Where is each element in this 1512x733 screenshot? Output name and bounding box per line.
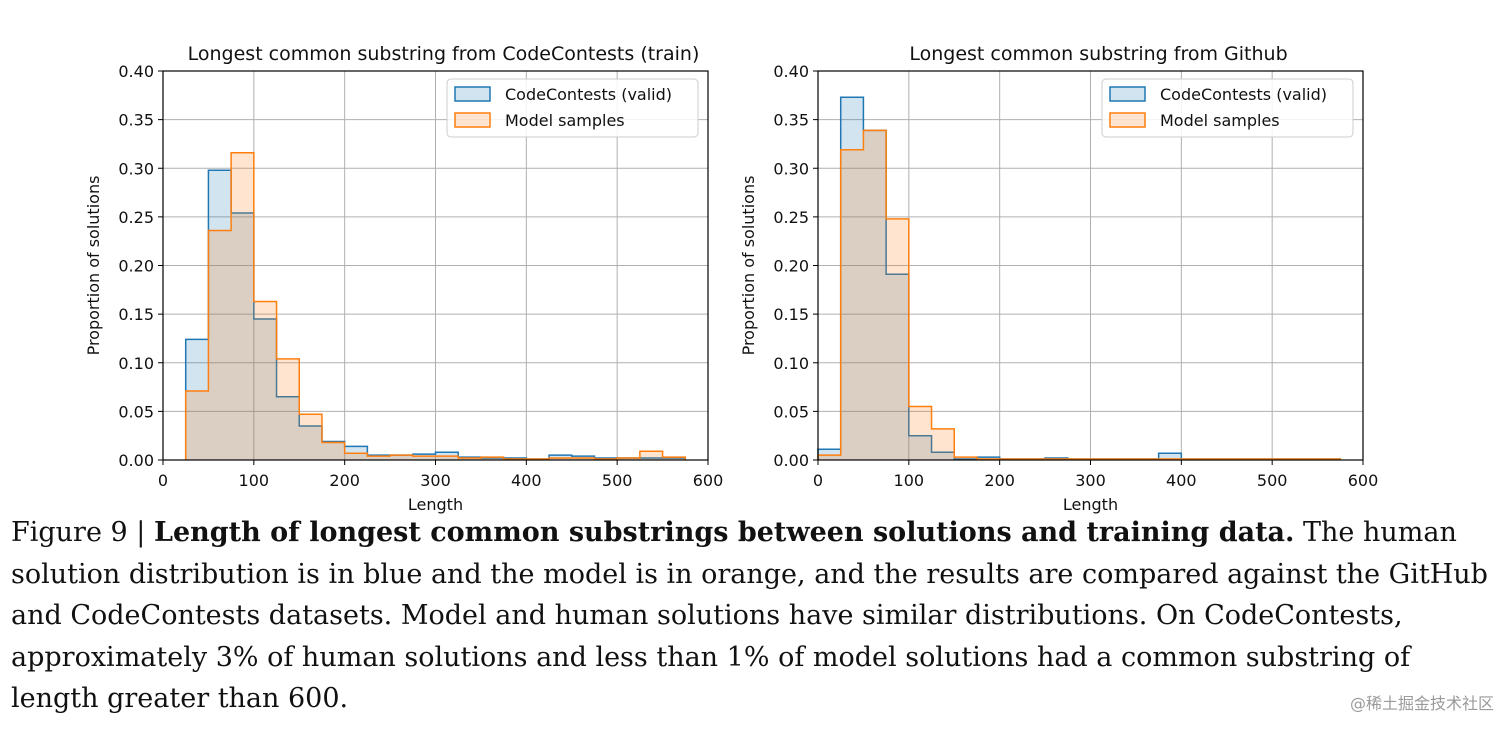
histogram-fill-codecontests-valid [185, 170, 686, 460]
x-tick-label: 100 [239, 471, 270, 490]
watermark: @稀土掘金技术社区 [1349, 694, 1494, 713]
y-tick-label: 0.15 [773, 305, 809, 324]
x-tick-label: 600 [1348, 471, 1379, 490]
figure-separator: | [136, 517, 146, 548]
y-tick-label: 0.10 [118, 354, 154, 373]
y-tick-label: 0.30 [118, 159, 154, 178]
histogram-fill-codecontests-valid [818, 97, 1341, 460]
x-tick-label: 0 [813, 471, 823, 490]
legend: CodeContests (valid) Model samples [1101, 78, 1354, 138]
x-tick-label: 100 [894, 471, 925, 490]
y-tick-label: 0.35 [118, 111, 154, 130]
legend-box [446, 78, 699, 138]
y-tick-label: 0.00 [773, 451, 809, 470]
x-tick-label: 400 [1166, 471, 1197, 490]
legend-swatch-codecontests-valid [1109, 86, 1146, 102]
y-tick-label: 0.40 [773, 62, 809, 81]
x-tick-label: 300 [1075, 471, 1106, 490]
y-tick-label: 0.20 [773, 257, 809, 276]
legend-label-model-samples: Model samples [505, 111, 625, 130]
legend-label-model-samples: Model samples [1160, 111, 1280, 130]
figure-caption-text: The human solution distribution is in bl… [11, 517, 1488, 714]
x-axis-label: Length [408, 495, 463, 514]
y-tick-label: 0.20 [118, 257, 154, 276]
y-axis-label: Proportion of solutions [739, 176, 758, 356]
y-axis-label: Proportion of solutions [84, 176, 103, 356]
figure-caption: Figure 9 | Length of longest common subs… [11, 512, 1491, 720]
x-tick-label: 500 [602, 471, 633, 490]
x-tick-label: 400 [511, 471, 542, 490]
histogram-line-model-samples [184, 151, 687, 460]
y-tick-label: 0.25 [118, 208, 154, 227]
x-tick-label: 500 [1257, 471, 1288, 490]
x-axis-label: Length [1063, 495, 1118, 514]
y-tick-label: 0.05 [773, 402, 809, 421]
histogram-line-model-samples [817, 129, 1342, 460]
y-tick-label: 0.15 [118, 305, 154, 324]
y-tick-label: 0.00 [118, 451, 154, 470]
figure-label: Figure 9 [11, 517, 128, 548]
y-tick-label: 0.05 [118, 402, 154, 421]
y-tick-label: 0.35 [773, 111, 809, 130]
figure-caption-title: Length of longest common substrings betw… [154, 517, 1295, 548]
histogram-fill-model-samples [185, 152, 686, 460]
legend-swatch-model-samples [454, 112, 491, 128]
x-tick-label: 300 [420, 471, 451, 490]
x-tick-label: 200 [984, 471, 1015, 490]
legend-swatch-codecontests-valid [454, 86, 491, 102]
y-tick-label: 0.10 [773, 354, 809, 373]
chart-title: Longest common substring from Github [909, 43, 1287, 65]
x-tick-label: 200 [329, 471, 360, 490]
chart-title: Longest common substring from CodeContes… [188, 43, 700, 65]
chart-github: 0 100 200 300 400 500 600 0.00 0.05 0.10 0.15 0.20 0… [739, 43, 1378, 514]
legend: CodeContests (valid) Model samples [446, 78, 699, 138]
chart-codecontests: 0 100 200 300 400 500 600 0.00 0.05 0.10 0.15 0.20 0… [84, 43, 723, 514]
y-tick-label: 0.30 [773, 159, 809, 178]
legend-label-codecontests-valid: CodeContests (valid) [1160, 85, 1327, 104]
histogram-fill-model-samples [818, 130, 1341, 460]
x-tick-label: 600 [693, 471, 724, 490]
legend-swatch-model-samples [1109, 112, 1146, 128]
legend-box [1101, 78, 1354, 138]
x-tick-label: 0 [158, 471, 168, 490]
legend-label-codecontests-valid: CodeContests (valid) [505, 85, 672, 104]
y-tick-label: 0.25 [773, 208, 809, 227]
y-tick-label: 0.40 [118, 62, 154, 81]
